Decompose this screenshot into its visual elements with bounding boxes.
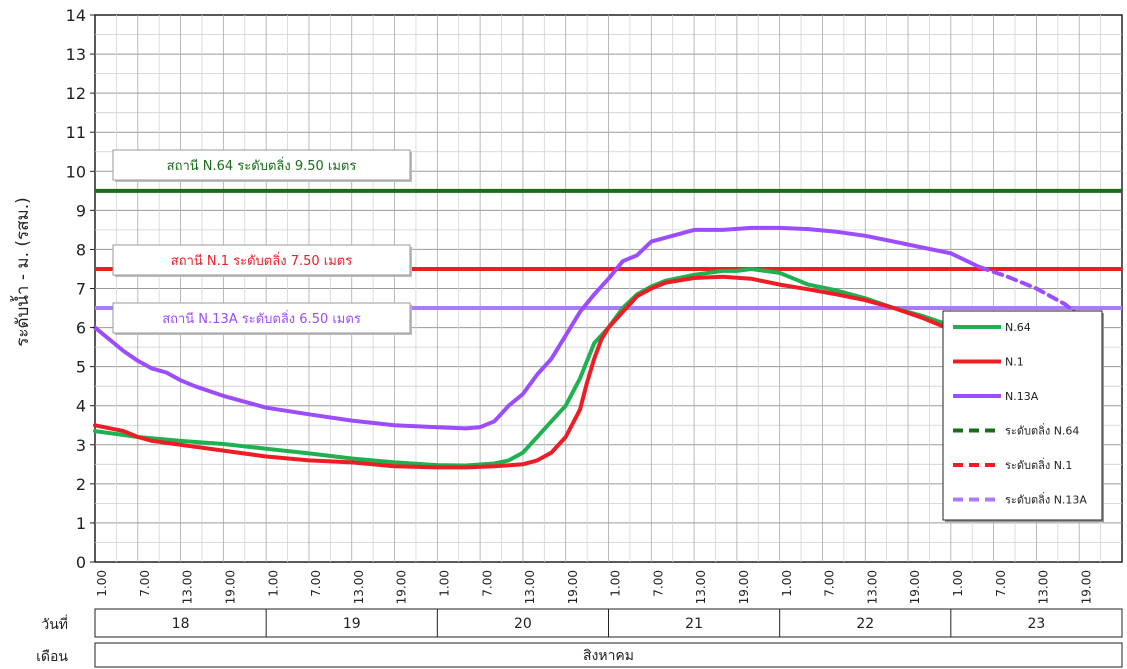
x-tick-label: 1.00 [95,570,109,597]
x-tick-label: 7.00 [994,570,1008,597]
x-tick-label: 7.00 [138,570,152,597]
legend-label: N.64 [1005,321,1031,334]
y-tick-label: 5 [76,358,86,377]
y-tick-label: 10 [66,162,86,181]
y-tick-label: 6 [76,319,86,338]
month-row-label: เดือน [36,649,68,665]
x-tick-label: 19.00 [737,570,751,604]
x-tick-label: 19.00 [1079,570,1093,604]
series-lines [93,225,1096,470]
x-axis: 1.00 7.00 13.00 19.00 1.00 7.00 13.00 19.00 1.00… [95,570,1093,604]
x-tick-label: 1.00 [609,570,623,597]
legend-label: ระดับตลิ่ง N.1 [1005,457,1072,472]
legend-label: ระดับตลิ่ง N.13A [1005,492,1087,507]
legend-label: N.13A [1005,390,1039,403]
y-tick-label: 8 [76,240,86,259]
x-tick-label: 7.00 [823,570,837,597]
y-tick-label: 1 [76,514,86,533]
threshold-label: สถานี N.64 ระดับตลิ่ง 9.50 เมตร [167,157,357,174]
y-tick-label: 0 [76,553,86,572]
x-tick-label: 13.00 [865,570,879,604]
day-label: 19 [343,616,361,632]
x-tick-label: 13.00 [523,570,537,604]
x-tick-label: 1.00 [951,570,965,597]
day-label: 18 [172,616,190,632]
legend-label: N.1 [1005,356,1024,369]
threshold-label-box [112,302,411,334]
y-tick-label: 7 [76,280,86,299]
x-tick-label: 19.00 [908,570,922,604]
threshold-label-box [112,149,411,181]
legend-label: ระดับตลิ่ง N.64 [1005,423,1079,438]
x-tick-label: 13.00 [1037,570,1051,604]
x-tick-label: 1.00 [266,570,280,597]
x-tick-label: 7.00 [309,570,323,597]
legend-box [942,310,1103,521]
series-line [93,274,1010,470]
x-tick-label: 13.00 [352,570,366,604]
y-tick-label: 12 [66,84,86,103]
month-label: สิงหาคม [583,648,634,664]
month-row-box [94,642,1123,668]
day-row-label: วันที่ [41,615,68,633]
y-axis-label: ระดับน้ำ - ม. (รสม.) [10,197,33,347]
month-row: เดือน สิงหาคม [36,642,1123,668]
x-tick-label: 19.00 [566,570,580,604]
y-tick-label: 11 [66,123,86,142]
legend: N.64 N.1 N.13A ระดับตลิ่ง N.64 ระดับตลิ่ง N.… [942,310,1104,522]
x-tick-label: 13.00 [181,570,195,604]
y-tick-label: 9 [76,201,86,220]
x-tick-label: 13.00 [694,570,708,604]
threshold-label-box [112,244,411,276]
y-tick-label: 4 [76,397,86,416]
y-tick-label: 3 [76,436,86,455]
x-tick-label: 7.00 [651,570,665,597]
x-tick-label: 1.00 [780,570,794,597]
x-tick-label: 19.00 [224,570,238,604]
day-label: 21 [685,616,703,632]
y-tick-label: 14 [66,6,86,25]
x-tick-label: 19.00 [395,570,409,604]
threshold-label: สถานี N.13A ระดับตลิ่ง 6.50 เมตร [162,310,361,327]
y-tick-label: 2 [76,475,86,494]
y-tick-label: 13 [66,45,86,64]
day-label: 22 [856,616,874,632]
day-label: 23 [1028,616,1046,632]
series-line [93,225,982,431]
threshold-label: สถานี N.1 ระดับตลิ่ง 7.50 เมตร [171,252,352,269]
x-tick-label: 7.00 [480,570,494,597]
day-label: 20 [514,616,532,632]
x-tick-label: 1.00 [437,570,451,597]
day-row: วันที่ 18 19 20 21 22 23 [41,608,1123,638]
